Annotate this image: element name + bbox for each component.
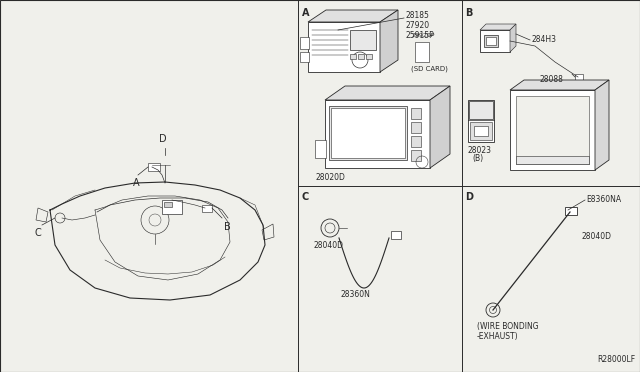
- Polygon shape: [480, 24, 516, 30]
- Text: C: C: [302, 192, 309, 202]
- Text: -EXHAUST): -EXHAUST): [477, 332, 518, 341]
- Text: 28185: 28185: [406, 12, 430, 20]
- Bar: [516, 156, 589, 164]
- Bar: [358, 54, 364, 59]
- Bar: [510, 90, 595, 170]
- Text: 27920: 27920: [406, 22, 430, 31]
- Text: 28360N: 28360N: [340, 290, 370, 299]
- Polygon shape: [308, 10, 398, 22]
- Text: A: A: [132, 178, 140, 188]
- Text: 28040D: 28040D: [314, 241, 344, 250]
- Text: 284H3: 284H3: [532, 35, 557, 45]
- Bar: [415, 42, 429, 62]
- Text: D: D: [159, 134, 167, 144]
- Bar: [366, 54, 372, 59]
- Bar: [325, 100, 430, 168]
- Bar: [480, 30, 510, 52]
- Bar: [300, 52, 309, 62]
- Polygon shape: [510, 24, 516, 52]
- Text: (SD CARD): (SD CARD): [411, 66, 448, 73]
- Text: R28000LF: R28000LF: [597, 355, 635, 364]
- Text: C: C: [35, 228, 42, 238]
- Bar: [468, 100, 494, 142]
- Text: B: B: [224, 222, 231, 232]
- Bar: [469, 101, 493, 119]
- Text: B: B: [465, 8, 472, 18]
- Bar: [484, 35, 498, 47]
- Text: A: A: [302, 8, 310, 18]
- Bar: [300, 37, 309, 49]
- Text: (B): (B): [472, 154, 483, 163]
- Bar: [308, 22, 380, 72]
- Bar: [411, 122, 421, 133]
- Bar: [391, 231, 401, 239]
- Text: 28020D: 28020D: [315, 173, 345, 182]
- Bar: [162, 200, 182, 214]
- Text: 25915P: 25915P: [406, 31, 435, 39]
- Text: (WIRE BONDING: (WIRE BONDING: [477, 322, 539, 331]
- Bar: [474, 126, 488, 136]
- Bar: [486, 37, 496, 45]
- Bar: [411, 150, 421, 161]
- Polygon shape: [430, 86, 450, 168]
- Polygon shape: [262, 224, 274, 240]
- Bar: [516, 96, 589, 164]
- Text: E8360NA: E8360NA: [586, 195, 621, 203]
- Text: D: D: [465, 192, 473, 202]
- Bar: [565, 207, 577, 215]
- Bar: [470, 122, 492, 140]
- Text: 28023: 28023: [468, 146, 492, 155]
- Bar: [164, 202, 172, 207]
- Bar: [411, 108, 421, 119]
- Text: 25920P: 25920P: [411, 33, 435, 38]
- Bar: [331, 108, 405, 158]
- Bar: [350, 30, 376, 50]
- Polygon shape: [325, 86, 450, 100]
- Bar: [315, 140, 326, 158]
- Bar: [202, 205, 212, 212]
- Bar: [350, 54, 356, 59]
- Polygon shape: [510, 80, 609, 90]
- Bar: [575, 74, 583, 80]
- Polygon shape: [595, 80, 609, 170]
- Text: 28088: 28088: [540, 76, 564, 84]
- Polygon shape: [380, 10, 398, 72]
- Bar: [148, 163, 160, 171]
- Bar: [329, 106, 407, 160]
- Bar: [411, 136, 421, 147]
- Polygon shape: [36, 208, 48, 222]
- Text: 28040D: 28040D: [582, 232, 612, 241]
